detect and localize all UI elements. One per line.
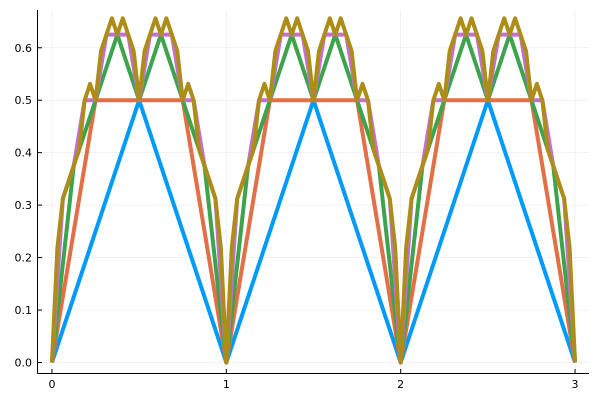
axes (37, 10, 589, 374)
x-tick-label: 1 (223, 378, 230, 391)
y-tick-label: 0.6 (15, 42, 33, 55)
series-layer (49, 16, 578, 365)
x-tick-label: 0 (48, 378, 55, 391)
y-tick-label: 0.1 (15, 304, 33, 317)
axis-ticks: 0 1 2 3 0.0 0.1 0.2 0.3 0.4 0.5 0.6 (15, 42, 579, 391)
x-tick-label: 2 (397, 378, 404, 391)
y-tick-label: 0.2 (15, 252, 33, 265)
series-line-5 (49, 16, 578, 365)
y-tick-label: 0.5 (15, 94, 33, 107)
x-tick-label: 3 (572, 378, 579, 391)
y-tick-label: 0.4 (15, 147, 33, 160)
y-tick-label: 0.3 (15, 199, 33, 212)
y-tick-label: 0.0 (15, 357, 33, 370)
